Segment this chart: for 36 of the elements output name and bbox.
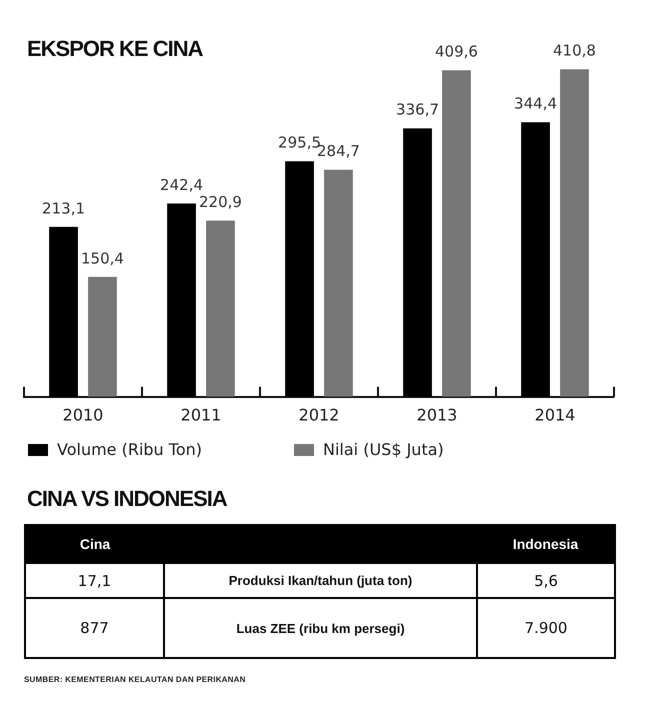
- bar: [88, 276, 117, 397]
- x-tick-label: 2014: [534, 406, 576, 425]
- data-label: 242,4: [160, 176, 204, 194]
- x-tick-label: 2013: [416, 406, 458, 425]
- data-label: 5,6: [477, 563, 615, 598]
- bar: [560, 69, 589, 397]
- data-label: 150,4: [80, 249, 124, 268]
- bar: [49, 226, 78, 397]
- data-label: 877: [25, 598, 164, 658]
- text: CINA VS INDONESIA: [27, 486, 228, 512]
- bar: [206, 220, 235, 397]
- bar: [442, 70, 471, 397]
- bar: [521, 122, 550, 397]
- x-tick-label: 2012: [298, 406, 340, 425]
- category-label: Luas ZEE (ribu km persegi): [164, 598, 477, 658]
- chart-title: EKSPOR KE CINA: [27, 36, 202, 62]
- data-label: 409,6: [434, 42, 478, 61]
- text: SUMBER: KEMENTERIAN KELAUTAN DAN PERIKANAN: [24, 675, 247, 684]
- data-label: 336,7: [396, 100, 440, 119]
- text: Cina: [25, 525, 164, 563]
- bar: [285, 161, 314, 397]
- legend-label: Nilai (US$ Juta): [323, 440, 444, 460]
- bar: [403, 128, 432, 397]
- x-tick-label: 2011: [180, 406, 222, 425]
- bar: [324, 170, 353, 397]
- data-label: 213,1: [42, 199, 86, 218]
- bar: [167, 204, 196, 397]
- data-label: 344,4: [514, 94, 558, 113]
- category-label: Produksi Ikan/tahun (juta ton): [164, 563, 477, 598]
- data-label: 7.900: [477, 598, 615, 658]
- data-label: 17,1: [25, 563, 164, 598]
- x-tick-label: 2010: [62, 406, 104, 425]
- data-label: 410,8: [552, 42, 596, 60]
- data-label: 220,9: [198, 193, 242, 212]
- text: Indonesia: [477, 525, 615, 563]
- legend-label: Volume (Ribu Ton): [57, 440, 202, 460]
